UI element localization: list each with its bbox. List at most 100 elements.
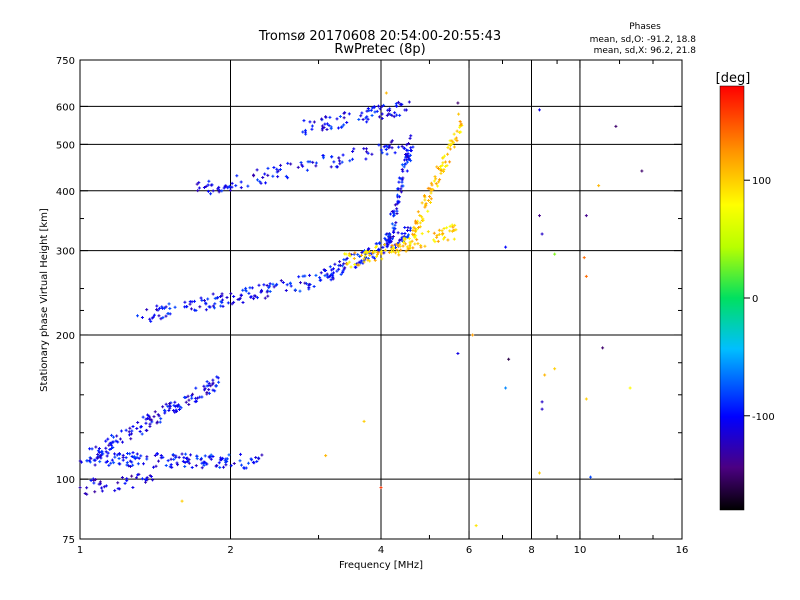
- data-point: [614, 124, 618, 128]
- x-tick-label: 1: [77, 545, 83, 556]
- data-point: [450, 229, 454, 233]
- data-point: [276, 169, 280, 173]
- data-point: [139, 454, 143, 458]
- data-point: [196, 396, 200, 400]
- data-point: [230, 302, 234, 306]
- data-point: [96, 456, 100, 460]
- data-point: [129, 437, 133, 441]
- data-point: [398, 242, 402, 246]
- data-point: [211, 304, 215, 308]
- data-point: [357, 260, 361, 264]
- data-point: [126, 451, 130, 455]
- data-point: [158, 420, 162, 424]
- data-point: [415, 238, 419, 242]
- data-point: [337, 156, 341, 160]
- data-point: [148, 317, 152, 321]
- data-point: [305, 168, 309, 172]
- data-point: [129, 432, 133, 436]
- data-point: [432, 231, 436, 235]
- data-point: [380, 104, 384, 108]
- data-point: [94, 478, 98, 482]
- data-point: [373, 110, 377, 114]
- data-point: [127, 430, 131, 434]
- data-point: [85, 492, 89, 496]
- data-point: [362, 419, 366, 423]
- data-point: [175, 461, 179, 465]
- data-point: [400, 232, 404, 236]
- data-point: [416, 210, 420, 214]
- data-point: [458, 120, 462, 124]
- data-point: [333, 262, 337, 266]
- data-point: [331, 267, 335, 271]
- data-point: [158, 306, 162, 310]
- data-point: [268, 282, 272, 286]
- data-point: [249, 457, 253, 461]
- data-point: [391, 249, 395, 253]
- data-point: [332, 160, 336, 164]
- data-point: [224, 184, 228, 188]
- data-point: [362, 147, 366, 151]
- data-point: [391, 214, 395, 218]
- data-point: [125, 463, 129, 467]
- data-point: [352, 257, 356, 261]
- colorbar-tick-label: 0: [752, 294, 758, 305]
- data-point: [177, 455, 181, 459]
- data-point: [429, 191, 433, 195]
- data-point: [267, 286, 271, 290]
- data-point: [436, 184, 440, 188]
- data-point: [92, 478, 96, 482]
- data-point: [393, 111, 397, 115]
- data-point: [217, 190, 221, 194]
- data-point: [285, 283, 289, 287]
- colorbar-label: [deg]: [716, 71, 751, 86]
- data-point: [259, 181, 263, 185]
- data-point: [389, 247, 393, 251]
- data-point: [543, 373, 547, 377]
- data-point: [426, 209, 430, 213]
- data-point: [173, 400, 177, 404]
- data-point: [441, 170, 445, 174]
- data-point: [307, 282, 311, 286]
- data-point: [420, 215, 424, 219]
- data-point: [399, 177, 403, 181]
- data-point: [229, 188, 233, 192]
- data-point: [100, 486, 104, 490]
- data-point: [213, 389, 217, 393]
- data-point: [157, 414, 161, 418]
- data-point: [444, 160, 448, 164]
- data-point: [456, 101, 460, 105]
- data-point: [366, 151, 370, 155]
- data-point: [379, 486, 383, 490]
- data-point: [390, 113, 394, 117]
- data-point: [428, 195, 432, 199]
- data-point: [87, 459, 91, 463]
- data-point: [409, 134, 413, 138]
- data-point: [360, 250, 364, 254]
- data-point: [136, 314, 140, 318]
- data-point: [310, 124, 314, 128]
- data-point: [387, 239, 391, 243]
- data-point: [238, 459, 242, 463]
- data-point: [136, 462, 140, 466]
- data-point: [168, 307, 172, 311]
- data-point: [361, 117, 365, 121]
- data-point: [584, 214, 588, 218]
- data-point: [183, 300, 187, 304]
- data-point: [320, 124, 324, 128]
- data-point: [271, 282, 275, 286]
- colorbar-tick-label: -100: [752, 412, 775, 423]
- data-point: [393, 203, 397, 207]
- data-point: [338, 260, 342, 264]
- data-point: [197, 181, 201, 185]
- data-point: [161, 316, 165, 320]
- data-point: [349, 265, 353, 269]
- data-point: [166, 312, 170, 316]
- data-point: [418, 225, 422, 229]
- data-point: [401, 184, 405, 188]
- data-point: [217, 461, 221, 465]
- data-point: [148, 474, 152, 478]
- data-point: [392, 115, 396, 119]
- data-point: [263, 296, 267, 300]
- data-point: [582, 256, 586, 260]
- data-point: [121, 440, 125, 444]
